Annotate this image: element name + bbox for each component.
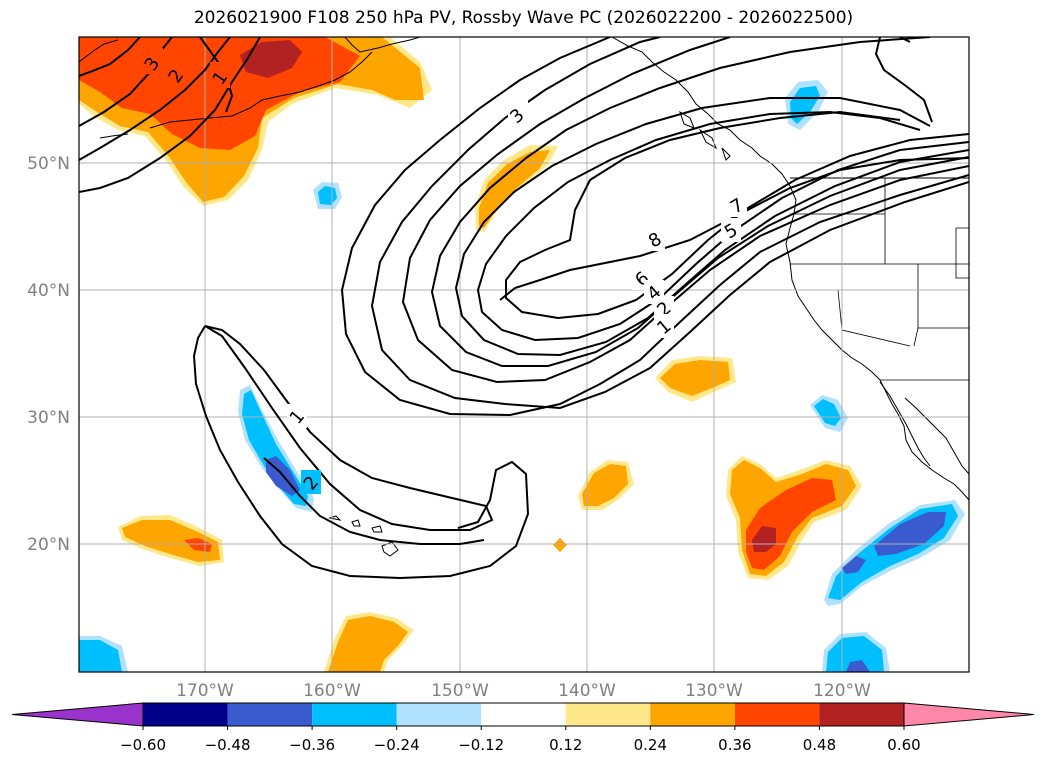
contour-trough-5: [454, 97, 969, 357]
positive-anomaly-bottom-core: [328, 616, 408, 672]
negative-anomaly-bottom-blue: [846, 660, 870, 672]
lon-label-120w: 120°W: [813, 681, 871, 701]
positive-anomaly-alaska-darkred: [240, 40, 302, 78]
negative-anomaly-bc-core: [790, 86, 820, 124]
contour-trough-4: [430, 37, 969, 367]
contour-nw-2: [79, 37, 231, 161]
lat-label-50n: 50°N: [27, 154, 70, 174]
colorbar-box: [227, 703, 313, 726]
positive-anomaly-mid-core: [660, 360, 730, 396]
colorbar-box: [650, 703, 735, 726]
map-frame: [78, 36, 970, 673]
lon-label-130w: 130°W: [685, 681, 743, 701]
colorbar-frame: [142, 702, 905, 727]
contour-ne-2: [899, 37, 911, 43]
lon-label-150w: 150°W: [431, 681, 489, 701]
colorbar-tick-label: 0.36: [718, 736, 751, 754]
coastline-bc: [611, 37, 969, 501]
colorbar-tick-label: 0.24: [634, 736, 667, 754]
colorbar-box: [734, 703, 820, 726]
lat-label-40n: 40°N: [27, 281, 70, 301]
lon-label-170w: 170°W: [176, 681, 234, 701]
contour-trough-7: [505, 110, 969, 320]
colorbar-box: [143, 703, 228, 726]
colorbar-box: [396, 703, 482, 726]
colorbar-tick-label: −0.36: [289, 736, 335, 754]
negative-anomaly-southeast-blue2: [842, 556, 866, 574]
contour-sw-3: [263, 457, 485, 545]
border-states: [790, 178, 969, 381]
coastline-hawaii: [328, 515, 399, 557]
coastline-alaska: [344, 37, 421, 53]
contour-trough-1: [340, 37, 969, 417]
lat-label-20n: 20°N: [27, 535, 70, 555]
positive-anomaly-subtropic-core: [122, 520, 220, 562]
colorbar-box: [481, 703, 566, 726]
colorbar-tick-label: 0.60: [887, 736, 920, 754]
contour-nw-4: [79, 37, 261, 193]
graticule: [79, 37, 969, 672]
colorbar-tick-label: −0.12: [458, 736, 504, 754]
lat-label-30n: 30°N: [27, 408, 70, 428]
colorbar-tick-label: −0.24: [374, 736, 420, 754]
contour-sw-1: [204, 325, 494, 531]
colorbar: −0.60 −0.48 −0.36 −0.24 −0.12 0.12 0.24 0.36 0.4…: [11, 702, 1035, 754]
map-contents: 3 2 1 3 8 7 5 6 4 2 1: [79, 37, 969, 672]
lon-label-140w: 140°W: [558, 681, 616, 701]
lat-labels: 50°N 40°N 30°N 20°N: [27, 154, 70, 555]
coastline-baja: [879, 381, 969, 475]
contour-ne-1: [874, 37, 933, 123]
negative-anomaly-bottomleft-cyan: [79, 640, 122, 672]
positive-anomaly-central-core: [582, 464, 628, 506]
colorbar-extend-min: [11, 702, 144, 727]
colorbar-tick-label: 0.12: [549, 736, 582, 754]
figure-title: 2026021900 F108 250 hPa PV, Rossby Wave …: [193, 8, 854, 28]
negative-anomaly-southeast-blue: [874, 512, 946, 556]
colorbar-tick-label: 0.48: [803, 736, 836, 754]
contour-trough-3: [401, 37, 969, 384]
colorbar-box: [565, 703, 651, 726]
colorbar-tick-label: −0.48: [205, 736, 251, 754]
lon-labels: 170°W 160°W 150°W 140°W 130°W 120°W: [176, 681, 871, 701]
colorbar-tick-label: −0.60: [120, 736, 166, 754]
positive-anomaly-diamond: [553, 538, 567, 552]
lon-label-160w: 160°W: [303, 681, 361, 701]
negative-anomaly-baja-core: [814, 399, 841, 426]
positive-anomaly-east-darkred: [752, 526, 776, 552]
contour-trough-6: [476, 110, 969, 342]
contour-nw-5: [79, 37, 141, 77]
colorbar-box: [312, 703, 397, 726]
negative-anomaly-bottom-cyan: [826, 636, 884, 672]
contour-labels: 3 2 1 3 8 7 5 6 4 2 1: [141, 48, 747, 494]
contour-sw-2: [192, 325, 530, 580]
colorbar-box: [819, 703, 904, 726]
border-lakes: [955, 227, 969, 279]
colorbar-extend-max: [903, 702, 1035, 727]
